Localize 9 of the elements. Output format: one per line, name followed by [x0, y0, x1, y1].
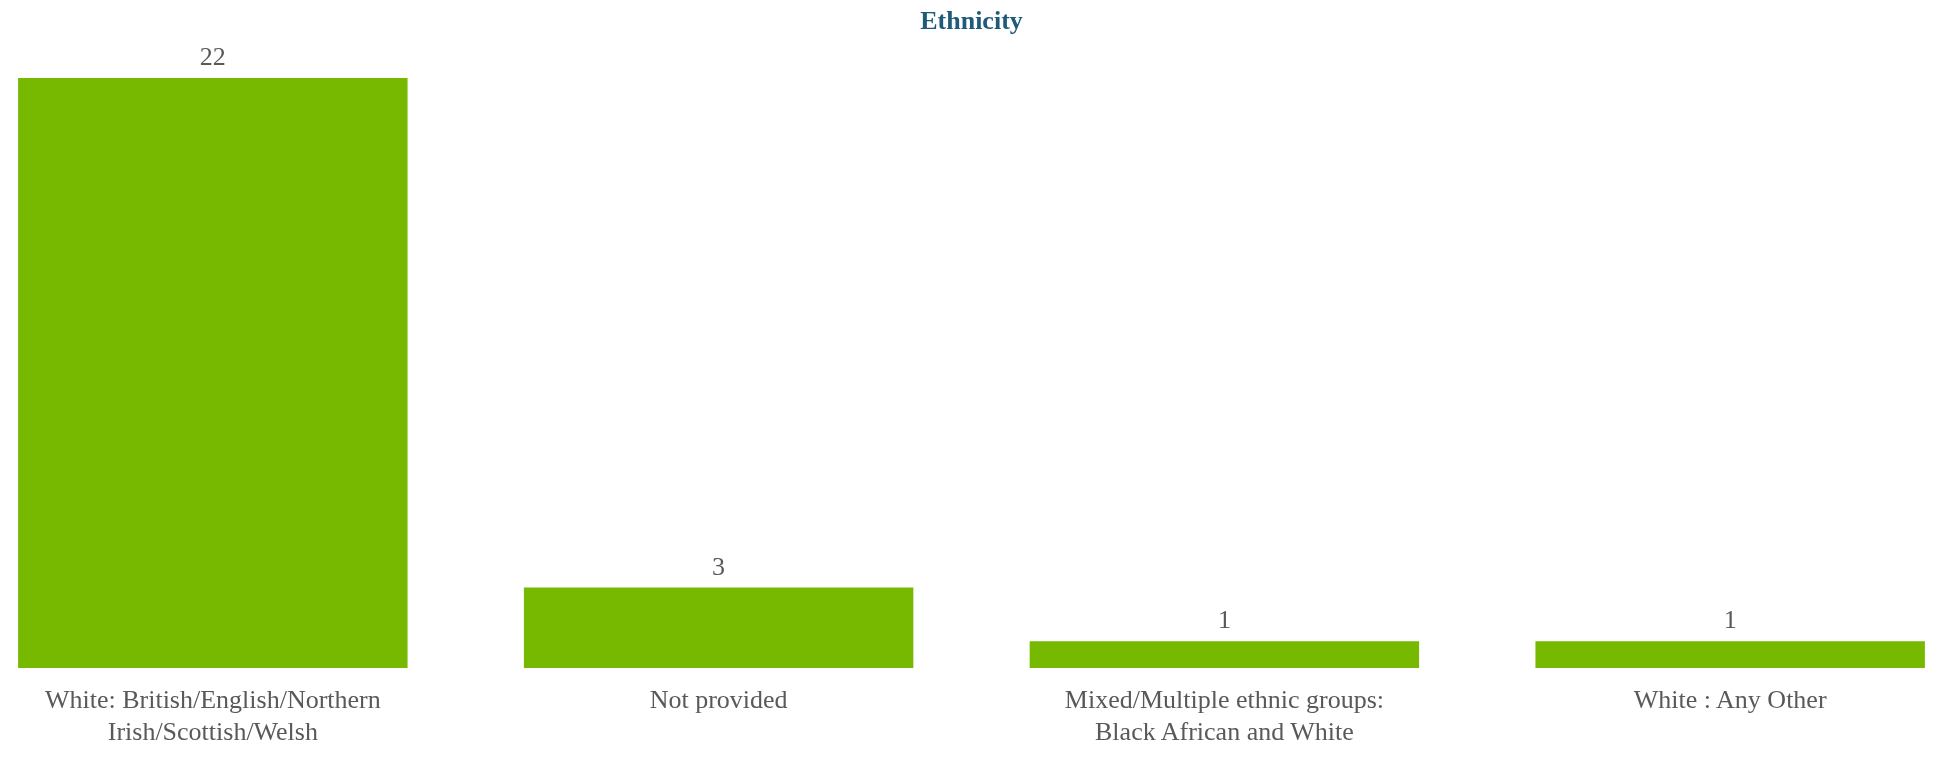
- data-label: 1: [1217, 605, 1231, 635]
- data-label: 3: [712, 551, 726, 581]
- x-tick-label: White: British/English/Northern Irish/Scottish/Welsh: [44, 684, 381, 746]
- x-tick-label: Mixed/Multiple ethnic groups: Black African and White: [1064, 684, 1384, 746]
- chart-title: Ethnicity: [920, 6, 1023, 35]
- x-tick-label: Not provided: [649, 684, 788, 714]
- x-tick-label: White : Any Other: [1633, 684, 1827, 714]
- data-label: 22: [199, 42, 226, 71]
- data-label: 1: [1723, 605, 1737, 635]
